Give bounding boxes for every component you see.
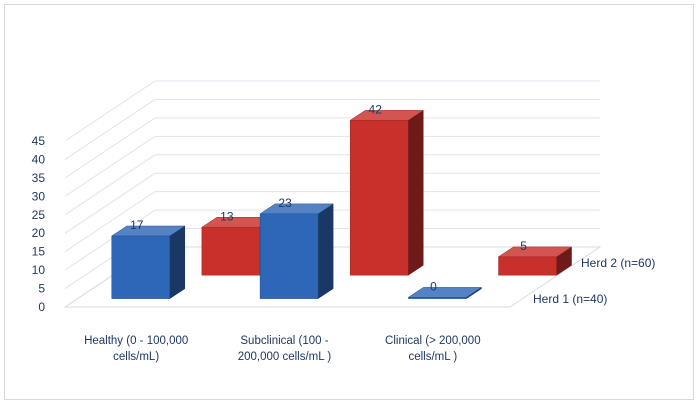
y-tick-label: 35 xyxy=(32,171,46,185)
y-tick-label: 30 xyxy=(32,189,46,203)
bar-top xyxy=(349,110,425,121)
series-label: Herd 1 (n=40) xyxy=(533,292,607,306)
data-label: 13 xyxy=(220,209,234,223)
bar-top xyxy=(407,287,483,298)
y-tick-label: 0 xyxy=(38,300,45,314)
bar xyxy=(498,256,557,276)
bar-top xyxy=(259,203,334,215)
data-label: 0 xyxy=(430,279,437,293)
y-tick-label: 25 xyxy=(32,208,46,222)
category-label: Clinical (> 200,000 xyxy=(385,335,481,347)
series-label: Herd 2 (n=60) xyxy=(581,256,655,270)
y-tick-label: 10 xyxy=(32,263,46,277)
bar-side xyxy=(169,225,186,300)
bar-top xyxy=(110,225,186,237)
y-tick-label: 20 xyxy=(32,226,46,240)
gridline xyxy=(64,191,156,253)
chart-area: 0 5 10 15 20 25 30 35 40 45 13 42 5 17 23 0 Healthy (0 -… xyxy=(32,80,655,363)
gridline xyxy=(64,172,156,234)
chart-frame: 0 5 10 15 20 25 30 35 40 45 13 42 5 17 23 0 Healthy (0 -… xyxy=(4,4,694,400)
data-label: 5 xyxy=(520,239,527,253)
bar-side xyxy=(317,203,334,300)
bar-top xyxy=(497,246,573,258)
category-label: cells/mL ) xyxy=(408,351,457,363)
category-label: cells/mL) xyxy=(113,351,159,363)
data-label: 42 xyxy=(369,102,383,116)
gridline xyxy=(64,154,156,216)
y-tick-label: 40 xyxy=(32,152,46,166)
bar xyxy=(349,120,409,276)
category-label: Subclinical (100 - xyxy=(240,335,328,347)
gridline xyxy=(64,209,156,271)
category-label: Healthy (0 - 100,000 xyxy=(84,335,188,347)
y-tick-label: 15 xyxy=(32,245,46,259)
y-tick-label: 45 xyxy=(32,134,46,148)
y-tick-label: 5 xyxy=(38,282,45,296)
bar xyxy=(201,226,261,276)
bar xyxy=(259,213,319,299)
data-label: 23 xyxy=(278,196,292,210)
gridline xyxy=(64,99,156,160)
bar-side xyxy=(407,109,424,276)
gridline xyxy=(64,80,156,142)
gridline xyxy=(64,135,156,197)
bar xyxy=(111,235,171,299)
gridline xyxy=(64,117,156,179)
data-label: 17 xyxy=(130,218,144,232)
category-label: 200,000 cells/mL ) xyxy=(238,351,332,363)
